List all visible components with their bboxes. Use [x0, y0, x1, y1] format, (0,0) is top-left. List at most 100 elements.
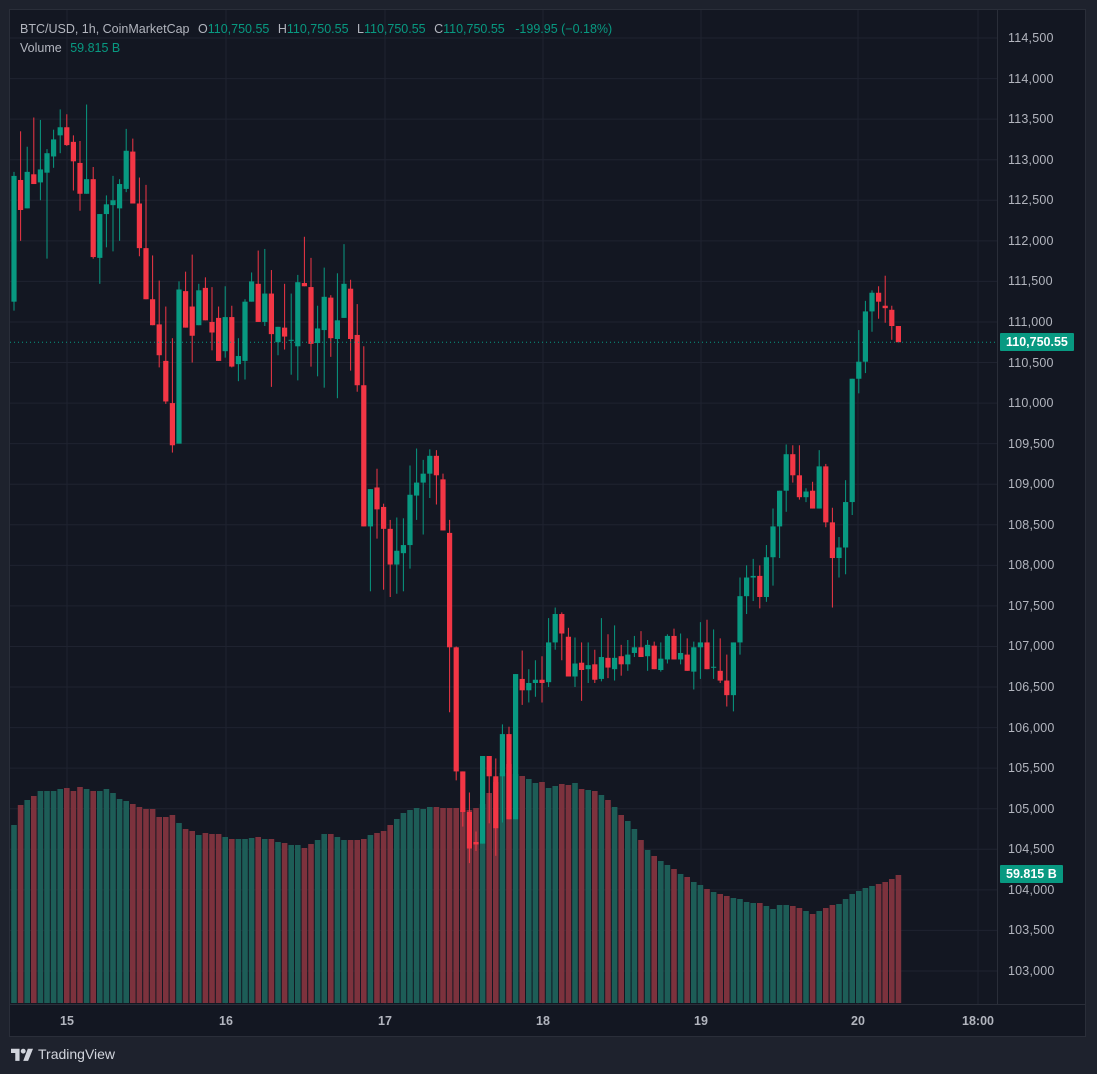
candle-body — [70, 141, 76, 162]
candle-body — [519, 678, 525, 691]
ohlc-row: BTC/USD, 1h, CoinMarketCap O 110,750.55 H… — [20, 20, 612, 39]
candle-body — [638, 647, 644, 658]
chart-plot-area[interactable] — [10, 10, 997, 1004]
time-tick: 15 — [60, 1014, 74, 1028]
candle-body — [308, 287, 314, 344]
volume-bar — [163, 817, 169, 1003]
volume-bar — [737, 899, 743, 1003]
tradingview-logo[interactable]: TradingView — [11, 1046, 115, 1062]
candle-body — [440, 479, 446, 531]
volume-bar — [387, 825, 393, 1003]
price-tick: 106,000 — [1008, 720, 1055, 735]
candle-body — [704, 642, 710, 670]
candle-body — [849, 378, 855, 503]
volume-bar — [295, 845, 301, 1003]
tradingview-logo-icon — [11, 1048, 33, 1061]
candle-body — [836, 547, 842, 559]
volume-bar — [90, 791, 96, 1003]
volume-bar — [671, 869, 677, 1003]
high-label: H — [277, 22, 287, 36]
last-price-badge: 110,750.55 — [1000, 333, 1074, 352]
candle-body — [374, 487, 380, 510]
price-axis[interactable]: 114,500 114,000 113,500 113,000 112,500 112,0… — [997, 10, 1085, 1004]
volume-bar — [644, 850, 651, 1003]
candle-body — [18, 179, 24, 210]
volume-bar — [334, 837, 341, 1003]
candle-body — [579, 662, 585, 671]
candle-body — [150, 299, 156, 326]
volume-bar — [64, 788, 70, 1003]
candle-body — [843, 502, 849, 548]
candle-body — [163, 360, 169, 402]
candlestick-chart[interactable] — [10, 10, 997, 1004]
time-tick: 16 — [219, 1014, 233, 1028]
volume-bar — [57, 789, 63, 1003]
time-axis[interactable]: 15 16 17 18 19 20 18:00 — [10, 1004, 1085, 1036]
candle-body — [572, 663, 578, 677]
volume-bar — [229, 839, 235, 1003]
volume-bar — [796, 908, 803, 1003]
candle-body — [499, 734, 505, 777]
volume-bar — [182, 829, 189, 1003]
time-tick: 17 — [378, 1014, 392, 1028]
volume-bar — [512, 774, 519, 1003]
volume-bar — [143, 809, 149, 1003]
volume-bar — [156, 817, 162, 1003]
price-tick: 105,000 — [1008, 801, 1055, 816]
volume-bar — [829, 905, 836, 1003]
volume-bar — [724, 896, 730, 1003]
symbol-label[interactable]: BTC/USD, 1h, CoinMarketCap — [20, 22, 190, 36]
candle-body — [242, 301, 248, 361]
candle-body — [711, 666, 717, 668]
candle-body — [262, 293, 268, 322]
candle-body — [823, 466, 829, 523]
volume-bar — [790, 906, 796, 1003]
volume-bar — [130, 804, 136, 1003]
candle-body — [862, 311, 868, 362]
volume-bar — [704, 889, 710, 1003]
candle-body — [473, 842, 479, 845]
candle-body — [876, 292, 882, 302]
volume-bar — [103, 789, 110, 1003]
price-tick: 103,000 — [1008, 964, 1055, 978]
candle-body — [229, 317, 235, 367]
volume-bar — [268, 839, 275, 1003]
candle-body — [216, 317, 222, 361]
volume-bar — [196, 835, 202, 1003]
time-tick: 20 — [851, 1014, 865, 1028]
volume-bar — [215, 834, 222, 1003]
candle-body — [235, 356, 241, 365]
volume-bar — [427, 807, 433, 1003]
volume-bar — [248, 838, 255, 1003]
candle-body — [189, 306, 195, 336]
price-tick: 110,000 — [1008, 396, 1054, 411]
candle-body — [427, 455, 433, 474]
volume-bar — [301, 848, 308, 1003]
volume-bar — [407, 810, 413, 1003]
time-tick: 18 — [536, 1014, 550, 1028]
price-tick: 111,500 — [1008, 274, 1053, 289]
candle-body — [480, 756, 486, 844]
volume-bar — [803, 911, 809, 1003]
candle-body — [143, 248, 149, 300]
price-tick: 107,000 — [1008, 639, 1055, 654]
volume-bar — [222, 837, 228, 1003]
candle-body — [123, 150, 129, 189]
price-tick: 105,500 — [1008, 761, 1055, 776]
price-tick: 112,500 — [1008, 193, 1054, 208]
low-value: 110,750.55 — [363, 22, 426, 36]
volume-bar — [242, 839, 248, 1003]
volume-bar — [710, 892, 717, 1003]
volume-label[interactable]: Volume — [20, 41, 62, 55]
candle-body — [829, 522, 835, 559]
candle-body — [882, 305, 888, 309]
volume-bar — [895, 875, 902, 1003]
candle-body — [11, 175, 17, 302]
candle-body — [565, 636, 571, 677]
low-label: L — [357, 22, 364, 36]
price-tick: 113,000 — [1008, 152, 1054, 167]
open-label: O — [198, 22, 208, 36]
volume-bar — [889, 879, 895, 1003]
volume-bar — [552, 786, 558, 1003]
volume-bar — [631, 829, 638, 1003]
